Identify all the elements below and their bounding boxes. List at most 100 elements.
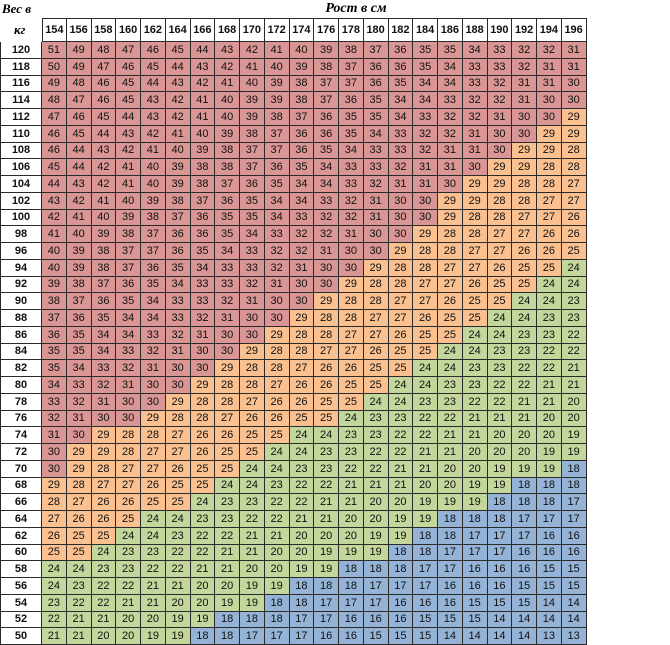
bmi-cell: 24 <box>91 544 117 562</box>
bmi-cell: 19 <box>314 561 339 578</box>
bmi-cell: 15 <box>512 594 537 612</box>
bmi-cell: 37 <box>264 125 290 143</box>
bmi-cell: 14 <box>512 628 537 645</box>
bmi-cell: 26 <box>91 511 117 528</box>
bmi-cell: 23 <box>438 377 463 394</box>
bmi-cell: 34 <box>66 360 92 377</box>
bmi-cell: 30 <box>91 410 117 428</box>
bmi-cell: 41 <box>215 75 240 93</box>
bmi-cell: 41 <box>91 192 117 210</box>
bmi-cell: 34 <box>91 326 117 344</box>
bmi-cell: 39 <box>66 259 92 277</box>
bmi-cell: 45 <box>66 125 92 143</box>
bmi-cell: 23 <box>438 393 463 411</box>
height-header-cell: 154 <box>42 18 67 42</box>
bmi-cell: 33 <box>190 293 216 310</box>
bmi-cell: 41 <box>264 42 290 59</box>
bmi-cell: 30 <box>240 310 265 327</box>
bmi-cell: 45 <box>116 92 141 109</box>
bmi-cell: 39 <box>91 226 117 243</box>
bmi-cell: 37 <box>339 75 364 93</box>
bmi-cell: 27 <box>289 360 315 377</box>
bmi-cell: 37 <box>42 310 67 327</box>
bmi-cell: 19 <box>561 444 587 461</box>
bmi-cell: 19 <box>314 544 339 562</box>
bmi-cell: 21 <box>537 377 562 394</box>
bmi-cell: 30 <box>289 293 315 310</box>
bmi-cell: 24 <box>537 293 562 310</box>
bmi-cell: 26 <box>462 276 488 294</box>
bmi-cell: 15 <box>388 628 414 645</box>
bmi-cell: 21 <box>561 377 587 394</box>
bmi-cell: 15 <box>561 578 587 595</box>
height-header-cell: 158 <box>91 18 117 42</box>
bmi-cell: 30 <box>190 343 216 361</box>
height-header-cell: 180 <box>363 18 389 42</box>
bmi-cell: 31 <box>438 142 463 160</box>
bmi-cell: 30 <box>141 393 166 411</box>
bmi-cell: 19 <box>215 594 240 612</box>
bmi-cell: 25 <box>438 310 463 327</box>
bmi-cell: 17 <box>413 561 438 578</box>
bmi-cell: 20 <box>165 594 191 612</box>
weight-header-line1: Вес в <box>2 1 32 16</box>
bmi-cell: 42 <box>91 176 117 193</box>
bmi-cell: 22 <box>413 410 438 428</box>
bmi-cell: 17 <box>462 544 488 562</box>
bmi-cell: 30 <box>141 377 166 394</box>
bmi-cell: 36 <box>314 109 339 126</box>
bmi-cell: 31 <box>314 243 339 260</box>
bmi-cell: 20 <box>116 611 141 629</box>
bmi-cell: 16 <box>363 611 389 629</box>
bmi-cell: 31 <box>141 360 166 377</box>
bmi-cell: 20 <box>537 427 562 444</box>
weight-header-cell: 68 <box>0 477 42 495</box>
height-header-cell: 184 <box>413 18 438 42</box>
bmi-cell: 38 <box>264 109 290 126</box>
bmi-cell: 18 <box>215 611 240 629</box>
bmi-cell: 35 <box>42 343 67 361</box>
bmi-cell: 29 <box>190 377 216 394</box>
weight-header-cell: 120 <box>0 42 42 59</box>
bmi-cell: 33 <box>42 393 67 411</box>
bmi-cell: 38 <box>339 42 364 59</box>
bmi-cell: 15 <box>413 611 438 629</box>
bmi-cell: 33 <box>462 58 488 76</box>
bmi-cell: 30 <box>42 460 67 478</box>
bmi-cell: 31 <box>537 75 562 93</box>
bmi-cell: 24 <box>240 460 265 478</box>
bmi-cell: 31 <box>264 276 290 294</box>
bmi-cell: 27 <box>116 477 141 495</box>
bmi-cell: 20 <box>314 527 339 545</box>
bmi-cell: 24 <box>289 444 315 461</box>
bmi-cell: 23 <box>289 460 315 478</box>
bmi-cell: 30 <box>215 343 240 361</box>
weight-header-cell: 104 <box>0 176 42 193</box>
bmi-cell: 31 <box>289 259 315 277</box>
bmi-cell: 24 <box>314 427 339 444</box>
bmi-cell: 24 <box>561 276 587 294</box>
bmi-cell: 18 <box>314 578 339 595</box>
bmi-cell: 30 <box>264 310 290 327</box>
bmi-cell: 35 <box>190 243 216 260</box>
bmi-cell: 40 <box>190 125 216 143</box>
bmi-cell: 22 <box>264 494 290 511</box>
bmi-cell: 28 <box>438 226 463 243</box>
bmi-cell: 32 <box>42 410 67 428</box>
bmi-cell: 23 <box>215 511 240 528</box>
bmi-cell: 26 <box>561 209 587 227</box>
bmi-cell: 31 <box>561 42 587 59</box>
bmi-cell: 33 <box>462 75 488 93</box>
bmi-cell: 30 <box>66 427 92 444</box>
bmi-cell: 16 <box>438 578 463 595</box>
bmi-cell: 28 <box>215 393 240 411</box>
bmi-cell: 15 <box>537 578 562 595</box>
bmi-cell: 22 <box>561 343 587 361</box>
bmi-cell: 31 <box>537 58 562 76</box>
height-header-cell: 196 <box>561 18 587 42</box>
bmi-cell: 26 <box>289 377 315 394</box>
bmi-cell: 22 <box>512 377 537 394</box>
bmi-cell: 28 <box>512 192 537 210</box>
bmi-cell: 41 <box>141 142 166 160</box>
bmi-cell: 44 <box>66 159 92 176</box>
